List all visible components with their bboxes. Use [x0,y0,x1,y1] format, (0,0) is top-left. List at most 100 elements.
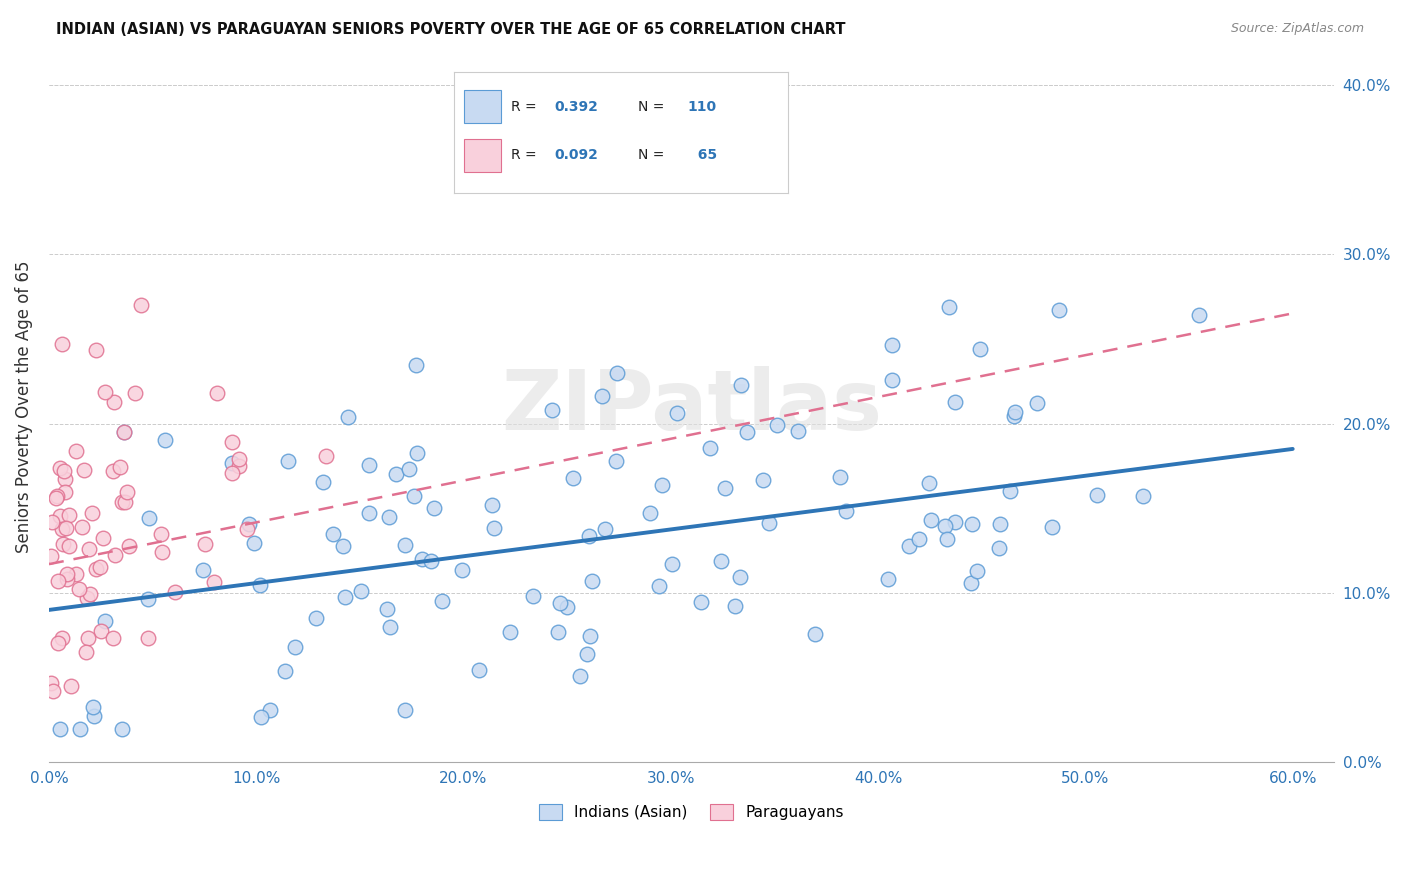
Point [578,529,600,543]
Point [998,483,1021,498]
Point [569,669,592,683]
Point [52,464,75,478]
Point [938,300,960,314]
Point [1040,520,1063,534]
Legend: Indians (Asian), Paraguayans: Indians (Asian), Paraguayans [533,797,851,826]
Point [46,636,69,650]
Text: INDIAN (ASIAN) VS PARAGUAYAN SENIORS POVERTY OVER THE AGE OF 65 CORRELATION CHAR: INDIAN (ASIAN) VS PARAGUAYAN SENIORS POV… [56,22,846,37]
Point [277,454,299,468]
Point [966,564,988,578]
Point [45,491,67,505]
Point [101,632,124,646]
Point [53,484,76,499]
Point [988,541,1011,555]
Point [988,516,1011,531]
Point [103,394,125,409]
Point [56,572,79,586]
Point [65,444,87,458]
Point [111,495,134,509]
Point [228,459,250,474]
Point [378,619,401,633]
Point [377,510,399,524]
Point [752,473,775,487]
Point [249,577,271,591]
Point [638,506,661,520]
Point [51,337,73,351]
Point [312,475,335,490]
Point [1188,308,1211,322]
Point [710,554,733,568]
Point [333,591,356,605]
Point [337,409,360,424]
Point [398,462,420,476]
Point [385,467,408,482]
Point [897,539,920,553]
Point [41,684,63,698]
Point [877,572,900,586]
Point [58,540,80,554]
Point [665,406,688,420]
Point [960,517,983,532]
Point [405,358,427,372]
Y-axis label: Seniors Poverty Over the Age of 65: Seniors Poverty Over the Age of 65 [15,260,32,553]
Point [243,536,266,550]
Point [221,456,243,470]
Point [651,478,673,492]
Point [605,453,627,467]
Point [430,593,453,607]
Point [228,452,250,467]
Point [76,631,98,645]
Point [153,433,176,447]
Point [82,506,104,520]
Point [150,545,173,559]
Point [835,504,858,518]
Point [581,574,603,589]
Point [48,461,70,475]
Point [39,549,62,563]
Point [699,442,721,456]
Point [112,425,135,440]
Point [468,663,491,677]
Point [101,465,124,479]
Point [65,566,87,581]
Point [48,508,70,523]
Point [969,342,991,356]
Point [204,575,226,590]
Point [60,679,83,693]
Point [907,532,929,546]
Point [555,600,578,615]
Point [578,629,600,643]
Point [90,624,112,639]
Point [84,343,107,358]
Text: ZIPatlas: ZIPatlas [501,366,882,447]
Point [606,366,628,380]
Point [82,700,104,714]
Point [481,498,503,512]
Point [51,522,73,536]
Point [1004,405,1026,419]
Point [882,373,904,387]
Point [547,624,569,639]
Point [943,394,966,409]
Point [394,703,416,717]
Point [522,589,544,603]
Point [402,489,425,503]
Point [562,471,585,485]
Point [73,463,96,477]
Point [238,516,260,531]
Point [77,541,100,556]
Point [375,602,398,616]
Point [787,424,810,438]
Point [482,520,505,534]
Point [724,599,747,613]
Point [322,527,344,541]
Point [943,515,966,529]
Point [882,338,904,352]
Point [103,549,125,563]
Point [591,389,613,403]
Point [451,563,474,577]
Point [89,559,111,574]
Point [55,521,77,535]
Point [150,526,173,541]
Point [52,537,75,551]
